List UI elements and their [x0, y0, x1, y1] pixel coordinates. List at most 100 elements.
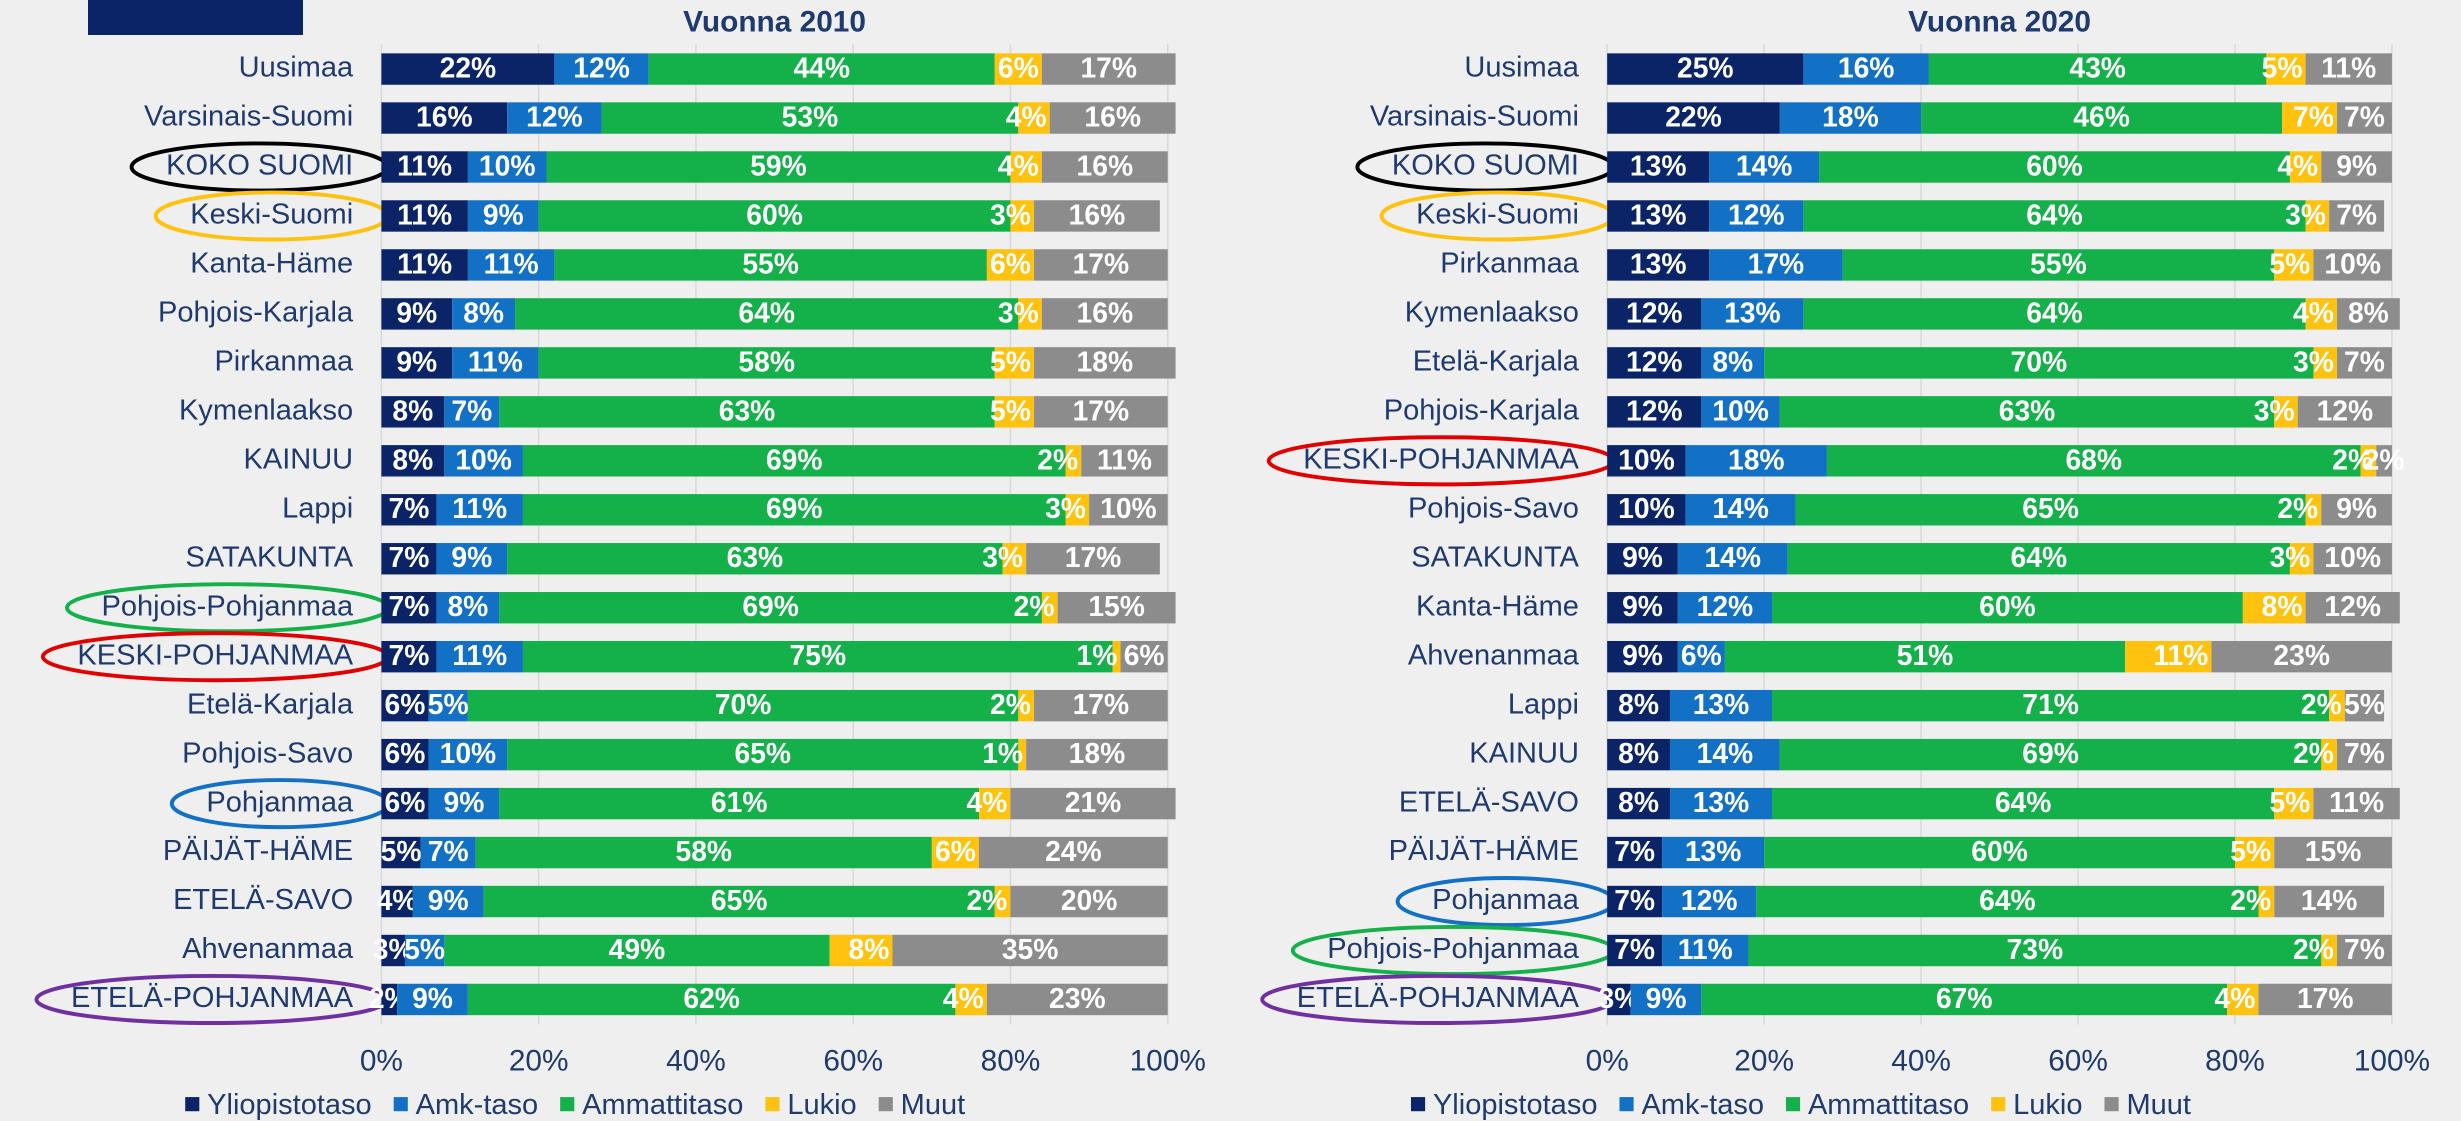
data-label: 60%: [1971, 835, 2028, 867]
bar-segment: [381, 983, 398, 1016]
bar-segment: [546, 151, 1011, 183]
bar-segment: [381, 249, 468, 281]
bar-segment: [452, 298, 516, 330]
bar-segment: [475, 836, 932, 869]
bar-segment: [1779, 738, 2322, 771]
data-label: 10%: [1100, 492, 1157, 524]
data-label: 14%: [1704, 541, 1761, 573]
data-label: 22%: [1665, 100, 1722, 132]
bar-segment: [1607, 640, 1678, 673]
x-tick-label: 60%: [823, 1044, 883, 1077]
data-label: 2%: [2293, 737, 2334, 769]
bar-segment: [1041, 592, 1058, 624]
data-label: 10%: [1618, 492, 1675, 524]
bar-segment: [436, 592, 500, 624]
bar-segment: [1057, 592, 1176, 624]
data-label: 9%: [2336, 492, 2377, 524]
data-label: 9%: [1622, 639, 1663, 671]
bar-segment: [1607, 396, 1702, 428]
category-label: Uusimaa: [239, 52, 354, 84]
data-label: 65%: [711, 884, 768, 916]
data-label: 21%: [1065, 786, 1122, 818]
bar-segment: [1771, 787, 2275, 820]
data-label: 1%: [1077, 639, 1118, 671]
data-label: 16%: [1084, 100, 1141, 132]
bar-segment: [483, 885, 995, 918]
corner-badge: [88, 0, 303, 35]
category-label: Pirkanmaa: [1440, 248, 1580, 280]
data-label: 16%: [1077, 296, 1134, 328]
data-label: 7%: [1614, 884, 1655, 916]
bar-segment: [1607, 200, 1710, 232]
bar-segment: [1724, 640, 2126, 673]
legend-label: Amk-taso: [416, 1089, 539, 1121]
bar-segment: [994, 347, 1035, 379]
category-label: Uusimaa: [1464, 52, 1579, 84]
data-label: 64%: [2026, 198, 2083, 230]
category-label: Lappi: [1508, 688, 1579, 720]
data-label: 7%: [2344, 737, 2385, 769]
bar-segment: [2313, 787, 2400, 820]
bar-segment: [2329, 200, 2385, 232]
data-label: 3%: [1045, 492, 1086, 524]
data-label: 67%: [1936, 982, 1993, 1014]
legend-label: Lukio: [2013, 1089, 2082, 1121]
bar-segment: [1677, 592, 1772, 624]
bar-segment: [1779, 102, 1922, 134]
bar-segment: [1701, 298, 1804, 330]
data-label: 7%: [388, 590, 429, 622]
data-label: 11%: [468, 345, 523, 377]
data-label: 10%: [2324, 541, 2381, 573]
bar-segment: [994, 396, 1035, 428]
category-label: PÄIJÄT-HÄME: [1389, 835, 1579, 867]
bar-segment: [1065, 445, 1082, 477]
bar-segment: [1701, 347, 1765, 379]
chart-title: Vuonna 2020: [1908, 5, 2091, 38]
data-label: 7%: [2344, 933, 2385, 965]
data-label: 7%: [2293, 100, 2334, 132]
bar-segment: [2337, 102, 2392, 134]
data-label: 4%: [2215, 982, 2256, 1014]
data-label: 17%: [1080, 52, 1137, 84]
bar-segment: [994, 885, 1011, 918]
data-label: 12%: [1697, 590, 1754, 622]
data-label: 9%: [396, 345, 437, 377]
data-label: 43%: [2069, 52, 2126, 84]
data-label: 2%: [2301, 688, 2342, 720]
data-label: 14%: [1697, 737, 1754, 769]
bar-segment: [2258, 885, 2275, 918]
bar-segment: [1010, 885, 1168, 918]
bar-segment: [381, 689, 429, 722]
bar-segment: [1089, 494, 1168, 526]
bar-segment: [1002, 543, 1027, 575]
category-label: Lappi: [282, 492, 353, 524]
category-label: Pohjanmaa: [1432, 884, 1580, 916]
data-label: 11%: [1678, 933, 1733, 965]
x-tick-label: 100%: [2354, 1044, 2430, 1077]
data-label: 70%: [715, 688, 772, 720]
data-label: 64%: [2011, 541, 2068, 573]
data-label: 5%: [381, 835, 422, 867]
bar-segment: [1709, 200, 1804, 232]
category-label: Varsinais-Suomi: [144, 101, 353, 133]
bar-segment: [931, 836, 980, 869]
data-label: 5%: [2262, 52, 2303, 84]
x-tick-label: 0%: [1586, 1044, 1629, 1077]
bar-segment: [381, 592, 437, 624]
data-label: 64%: [1995, 786, 2052, 818]
category-label: Pohjois-Karjala: [158, 297, 354, 329]
bar-segment: [1669, 689, 1772, 722]
bar-segment: [1120, 640, 1168, 673]
data-label: 2%: [1037, 443, 1078, 475]
data-label: 8%: [1618, 688, 1659, 720]
bar-segment: [1787, 543, 2290, 575]
data-label: 8%: [1712, 345, 1753, 377]
bar-segment: [404, 934, 445, 967]
data-label: 6%: [935, 835, 976, 867]
bar-segment: [381, 102, 508, 134]
data-label: 6%: [385, 688, 426, 720]
bar-segment: [1795, 494, 2306, 526]
bar-segment: [1709, 249, 1843, 281]
bar-segment: [522, 445, 1066, 477]
bar-segment: [2305, 592, 2400, 624]
